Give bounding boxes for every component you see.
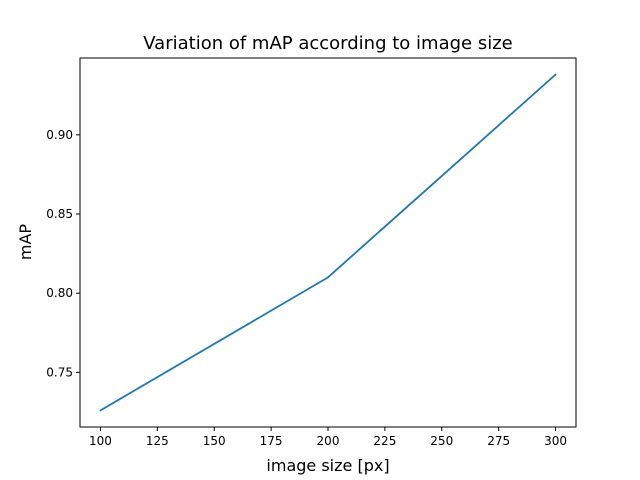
x-axis-label: image size [px] [266, 456, 389, 475]
x-tick-label: 275 [487, 434, 510, 448]
x-tick-label: 200 [317, 434, 340, 448]
plot-area: 100 125 150 175 200 225 250 275 300 0.75 0.80 0.85… [46, 57, 577, 448]
series-line [99, 73, 557, 412]
x-tick-label: 300 [544, 434, 567, 448]
y-tick-label: 0.80 [46, 286, 73, 300]
y-tick-label: 0.85 [46, 207, 73, 221]
y-axis-ticks: 0.75 0.80 0.85 0.90 [46, 128, 80, 379]
x-tick-label: 150 [203, 434, 226, 448]
y-axis-label: mAP [16, 224, 35, 261]
series-group [99, 73, 557, 412]
x-tick-label: 225 [373, 434, 396, 448]
x-tick-label: 125 [146, 434, 169, 448]
x-tick-label: 100 [89, 434, 112, 448]
chart-title: Variation of mAP according to image size [143, 33, 512, 54]
y-tick-label: 0.90 [46, 128, 73, 142]
x-axis-ticks: 100 125 150 175 200 225 250 275 300 [89, 427, 567, 448]
axes-frame [79, 57, 577, 428]
x-tick-label: 175 [260, 434, 283, 448]
x-tick-label: 250 [430, 434, 453, 448]
y-tick-label: 0.75 [46, 365, 73, 379]
